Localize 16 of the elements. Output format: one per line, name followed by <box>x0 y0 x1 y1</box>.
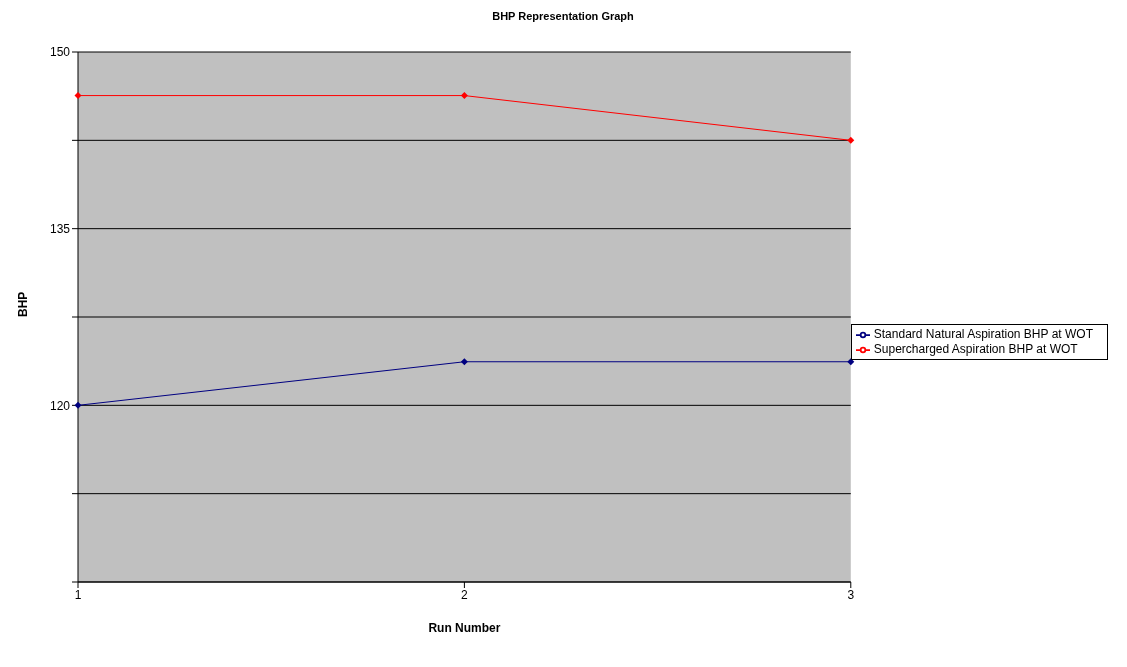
point <box>847 358 855 366</box>
y-tick-label: 120 <box>49 398 71 413</box>
x-tick-label: 1 <box>74 587 82 602</box>
y-axis-title: BHP <box>16 291 31 317</box>
x-tick-label: 3 <box>847 587 855 602</box>
x-tick-label: 2 <box>461 587 469 602</box>
legend-label: Supercharged Aspiration BHP at WOT <box>873 342 1078 356</box>
x-axis-title: Run Number <box>428 621 501 635</box>
legend-label: Standard Natural Aspiration BHP at WOT <box>873 327 1093 342</box>
chart-title: BHP Representation Graph <box>491 10 635 22</box>
y-tick-label: 150 <box>49 45 71 60</box>
y-tick-label: 135 <box>49 221 71 236</box>
point <box>460 92 468 100</box>
point <box>847 136 855 144</box>
point <box>74 92 82 100</box>
point <box>460 358 468 366</box>
